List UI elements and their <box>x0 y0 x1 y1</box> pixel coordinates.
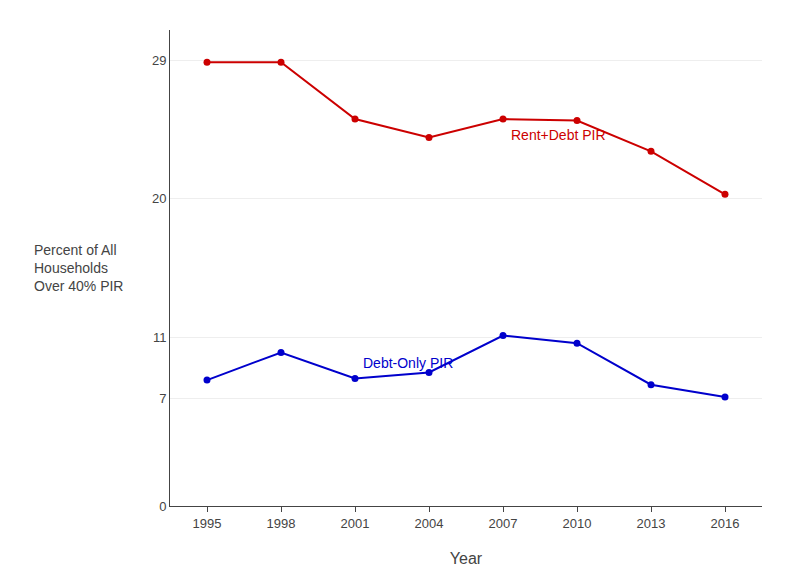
svg-text:11: 11 <box>153 330 167 345</box>
svg-text:2016: 2016 <box>711 516 740 531</box>
svg-text:2010: 2010 <box>563 516 592 531</box>
svg-text:1995: 1995 <box>193 516 222 531</box>
svg-text:29: 29 <box>152 53 166 68</box>
svg-text:20: 20 <box>152 191 166 206</box>
svg-text:7: 7 <box>159 391 166 406</box>
svg-text:1998: 1998 <box>267 516 296 531</box>
svg-text:2004: 2004 <box>415 516 444 531</box>
svg-text:2001: 2001 <box>341 516 370 531</box>
svg-text:2007: 2007 <box>489 516 518 531</box>
svg-text:Debt-Only PIR: Debt-Only PIR <box>363 355 453 371</box>
svg-text:2013: 2013 <box>637 516 666 531</box>
svg-text:0: 0 <box>159 499 166 514</box>
svg-text:Percent of AllHouseholdsOver 4: Percent of AllHouseholdsOver 40% PIR <box>34 242 123 294</box>
svg-text:Rent+Debt PIR: Rent+Debt PIR <box>511 127 606 143</box>
svg-text:Year: Year <box>450 550 483 567</box>
